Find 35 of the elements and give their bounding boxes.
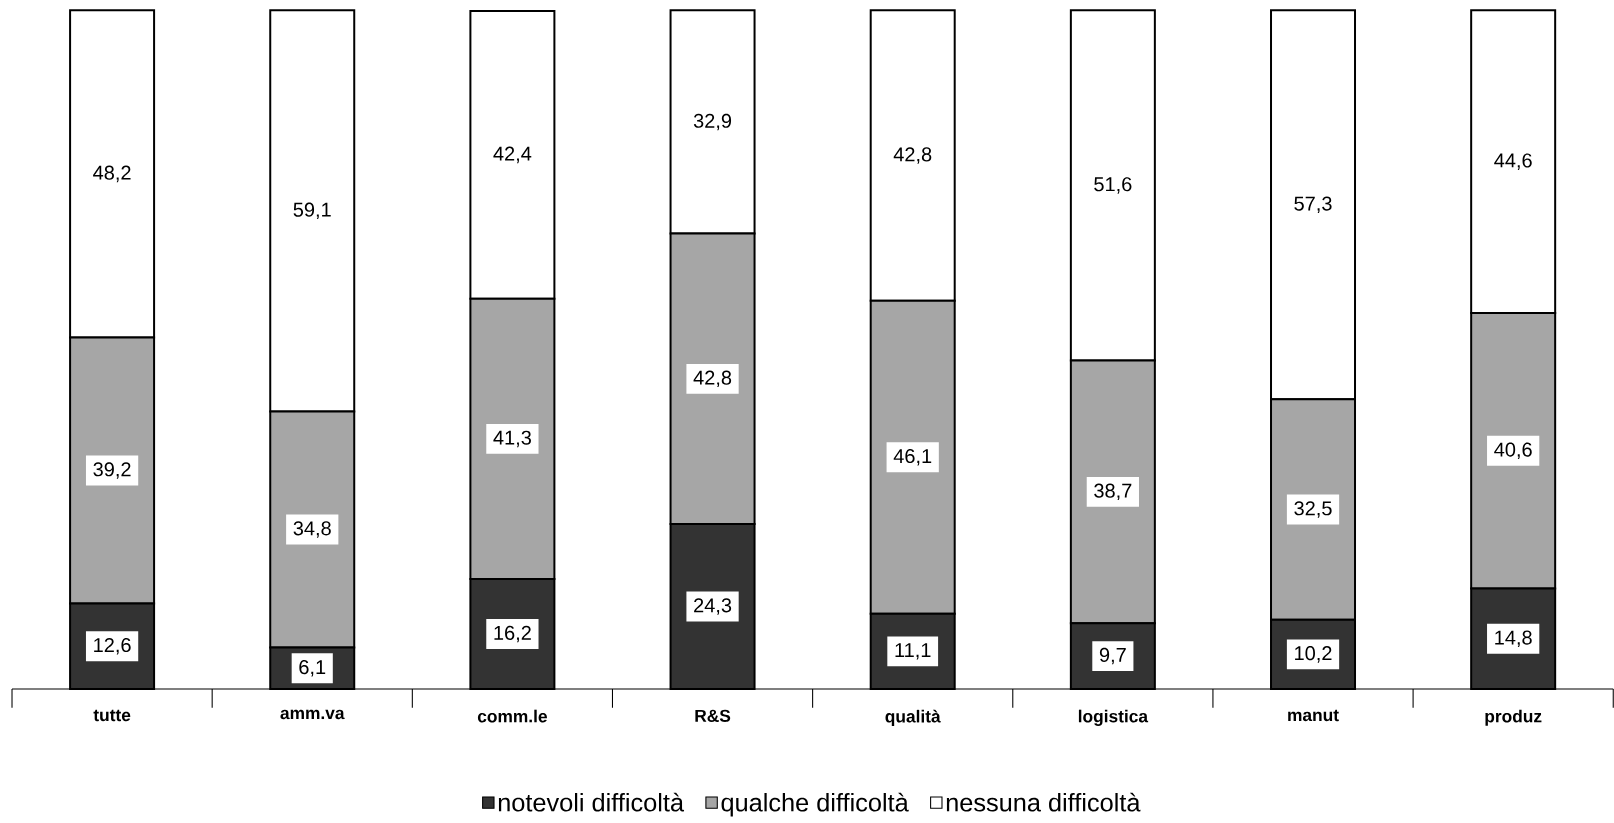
x-tick-label: produz — [1485, 709, 1542, 726]
data-label: 34,8 — [293, 521, 331, 538]
legend-label: nessuna difficoltà — [946, 792, 1141, 812]
data-label: 32,5 — [1294, 501, 1332, 518]
legend-label: qualche difficoltà — [721, 792, 909, 817]
data-label: 10,2 — [1295, 646, 1332, 663]
data-label: 42,4 — [493, 146, 532, 164]
data-label: 42,8 — [893, 147, 932, 164]
data-label: 16,2 — [494, 625, 531, 643]
data-label: 24,3 — [694, 598, 732, 615]
x-tick-label: amm.va — [280, 709, 345, 720]
data-label: 14,8 — [1495, 630, 1532, 648]
data-label: 51,6 — [1094, 177, 1132, 194]
x-tick-label: comm.le — [477, 709, 547, 723]
data-label: 11,1 — [895, 643, 931, 660]
data-label: 57,3 — [1294, 196, 1332, 214]
data-label: 32,9 — [693, 113, 732, 131]
data-label: 9,7 — [1099, 647, 1126, 665]
data-label: 39,2 — [93, 462, 131, 479]
data-label: 38,7 — [1094, 483, 1132, 501]
x-tick-label: R&S — [695, 709, 731, 722]
data-label: 44,6 — [1494, 153, 1532, 170]
legend-label: notevoli difficoltà — [498, 792, 685, 812]
x-tick-label: qualità — [885, 709, 941, 727]
data-label: 48,2 — [93, 165, 131, 183]
data-label: 59,1 — [293, 202, 331, 220]
x-tick-label: manut — [1288, 709, 1339, 722]
data-label: 41,3 — [493, 430, 531, 448]
x-tick-label: logistica — [1078, 709, 1149, 726]
data-label: 46,1 — [893, 448, 932, 466]
data-label: 40,6 — [1494, 442, 1532, 460]
data-label: 6,1 — [299, 660, 326, 677]
data-label: 12,6 — [94, 637, 131, 655]
data-label: 42,8 — [693, 370, 732, 388]
x-tick-label: tutte — [93, 709, 131, 722]
